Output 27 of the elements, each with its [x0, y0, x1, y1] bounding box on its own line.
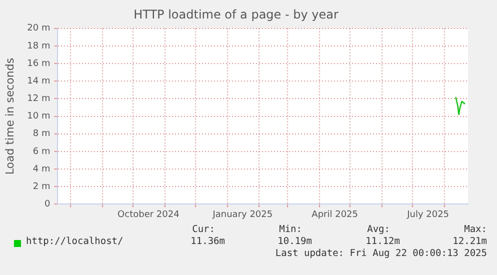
text: Max: — [464, 224, 487, 235]
y-tick-label: 18 m — [27, 41, 50, 52]
y-tick-label: 6 m — [32, 146, 50, 157]
x-tick-label: April 2025 — [312, 210, 358, 220]
y-axis-title: Load time in seconds — [3, 58, 16, 175]
text: Avg: — [367, 224, 390, 235]
text: 12.21m — [452, 236, 487, 247]
y-tick-label: 8 m — [32, 129, 50, 140]
y-tick-label: 20 m — [27, 24, 50, 34]
y-tick-label: 12 m — [27, 94, 50, 104]
x-tick-label: October 2024 — [118, 210, 180, 220]
y-tick-label: 0 — [44, 200, 51, 210]
text: Cur: — [192, 224, 215, 235]
text: Last update: Fri Aug 22 00:00:13 2025 — [275, 248, 487, 259]
text: 11.12m — [366, 236, 400, 247]
chart-title: HTTP loadtime of a page - by year — [134, 7, 338, 22]
y-tick-label: 16 m — [27, 58, 50, 69]
text: 11.36m — [190, 236, 225, 247]
x-tick-label: January 2025 — [212, 210, 273, 220]
y-tick-label: 4 m — [32, 164, 50, 174]
text: Min: — [279, 224, 302, 235]
y-tick-label: 2 m — [32, 182, 50, 192]
legend-label: http://localhost/ — [26, 236, 124, 247]
x-tick-label: July 2025 — [406, 210, 450, 220]
y-tick-label: 10 m — [27, 112, 50, 122]
y-tick-label: 14 m — [27, 76, 50, 86]
text: 10.19m — [278, 236, 312, 247]
